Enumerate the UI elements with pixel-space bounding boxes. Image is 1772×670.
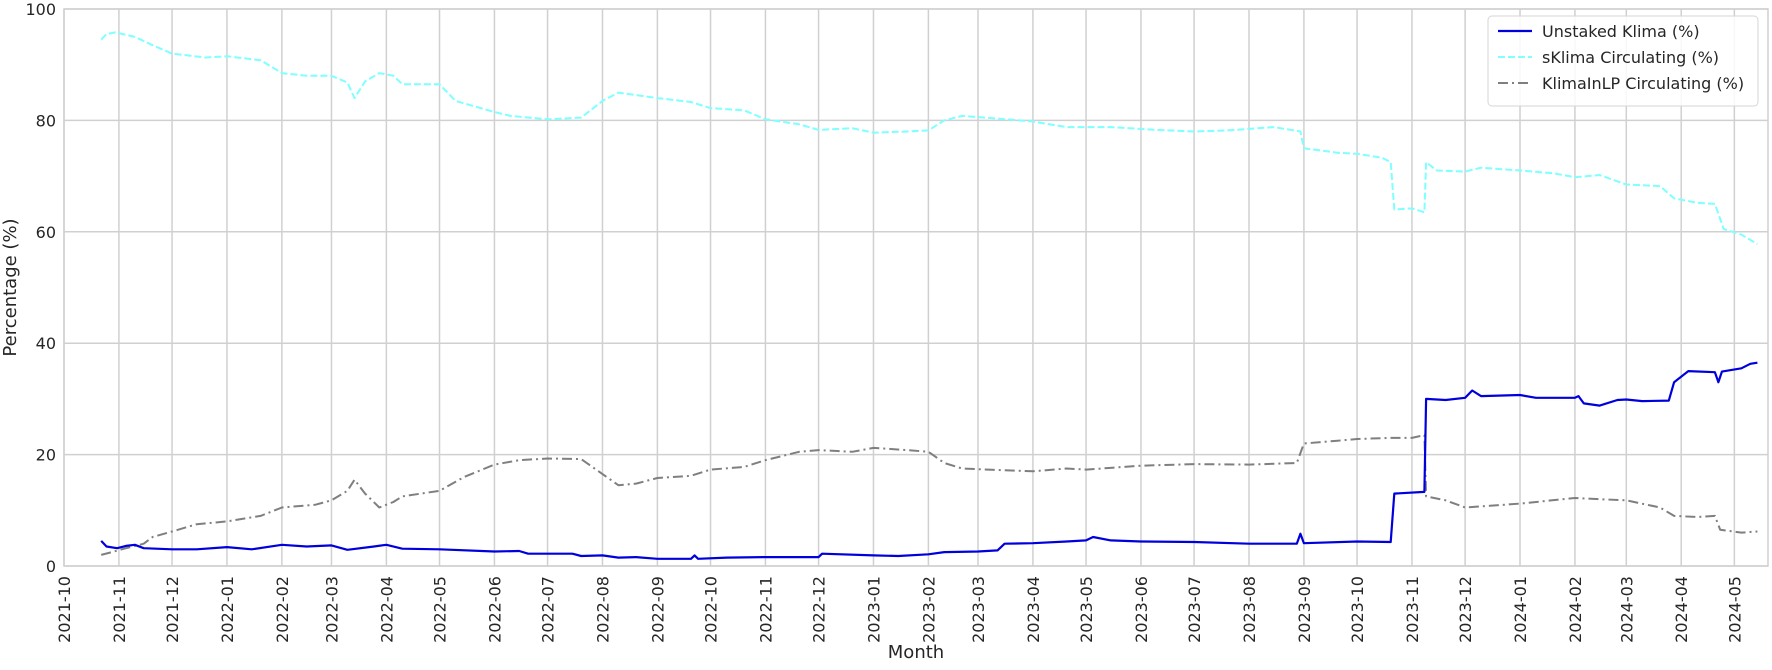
x-tick-label: 2022-07 [539, 576, 558, 643]
x-tick-label: 2022-06 [485, 576, 504, 643]
legend-label-sklima-circulating: sKlima Circulating (%) [1542, 48, 1719, 67]
x-tick-label: 2021-11 [110, 576, 129, 643]
x-axis-label: Month [888, 642, 944, 663]
x-tick-label: 2023-07 [1185, 576, 1204, 643]
y-tick-label: 20 [36, 446, 56, 465]
series-line-sklima-circulating [100, 31, 1758, 245]
x-tick-label: 2022-05 [431, 576, 450, 643]
x-tick-labels: 2021-10 2021-11 2021-12 2022-01 2022-02 2022-… [55, 576, 1744, 643]
x-tick-label: 2023-12 [1456, 576, 1475, 643]
x-tick-label: 2023-03 [969, 576, 988, 643]
x-tick-label: 2024-05 [1725, 576, 1744, 643]
x-tick-label: 2023-09 [1295, 576, 1314, 643]
x-tick-label: 2022-11 [756, 576, 775, 643]
y-tick-label: 0 [46, 557, 56, 576]
x-tick-label: 2023-06 [1132, 576, 1151, 643]
x-tick-label: 2021-10 [55, 576, 74, 643]
series-lines [100, 31, 1758, 560]
x-tick-label: 2022-09 [648, 576, 667, 643]
x-tick-label: 2023-08 [1240, 576, 1259, 643]
series-line-klimainlp-circulating [100, 434, 1758, 556]
x-tick-label: 2023-04 [1024, 576, 1043, 643]
x-tick-label: 2024-01 [1511, 576, 1530, 643]
legend-box [1487, 15, 1759, 107]
plot-frame [63, 8, 1769, 567]
legend-label-klimainlp-circulating: KlimaInLP Circulating (%) [1542, 74, 1744, 93]
y-axis-label: Percentage (%) [0, 218, 21, 356]
x-tick-label: 2022-02 [273, 576, 292, 643]
x-tick-label: 2023-05 [1077, 576, 1096, 643]
x-tick-label: 2024-04 [1672, 576, 1691, 643]
x-tick-label: 2023-10 [1348, 576, 1367, 643]
x-tick-label: 2022-04 [377, 576, 396, 643]
x-tick-label: 2024-02 [1566, 576, 1585, 643]
legend: Unstaked Klima (%) sKlima Circulating (%)… [1487, 15, 1759, 107]
x-tick-label: 2022-03 [322, 576, 341, 643]
y-tick-label: 80 [36, 111, 56, 130]
x-tick-label: 2022-12 [810, 576, 829, 643]
x-tick-label: 2021-12 [163, 576, 182, 643]
x-tick-label: 2022-08 [593, 576, 612, 643]
x-tick-label: 2023-01 [864, 576, 883, 643]
x-tick-label: 2023-11 [1403, 576, 1422, 643]
x-tick-label: 2024-03 [1617, 576, 1636, 643]
legend-label-unstaked-klima: Unstaked Klima (%) [1542, 22, 1700, 41]
y-tick-label: 100 [25, 0, 56, 19]
x-tick-label: 2022-01 [218, 576, 237, 643]
x-tick-label: 2022-10 [702, 576, 721, 643]
y-tick-label: 60 [36, 223, 56, 242]
series-line-unstaked-klima [100, 361, 1758, 560]
y-tick-labels: 0 20 40 60 80 100 [25, 0, 56, 576]
x-tick-label: 2023-02 [919, 576, 938, 643]
y-tick-label: 40 [36, 334, 56, 353]
